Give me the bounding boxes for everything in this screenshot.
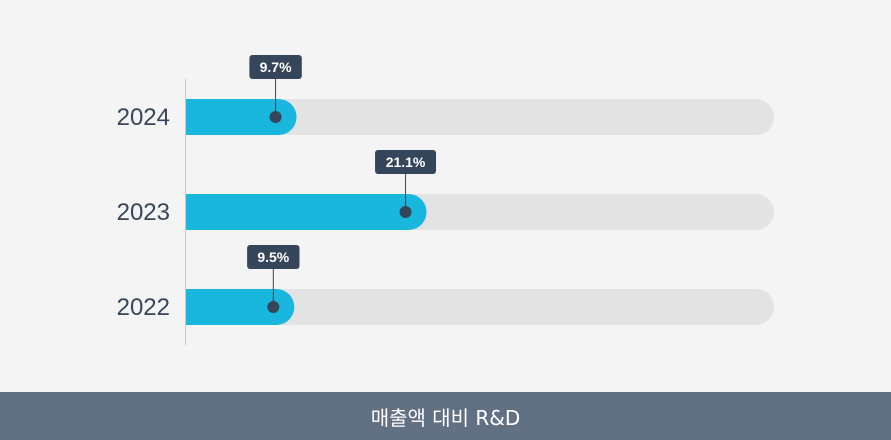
data-label: 9.5% bbox=[257, 249, 289, 265]
value-marker bbox=[267, 301, 280, 313]
bar bbox=[186, 289, 295, 325]
bar bbox=[186, 194, 427, 230]
category-label: 2022 bbox=[117, 294, 170, 321]
data-label: 9.7% bbox=[260, 59, 292, 75]
bar-chart: 2024 9.7% 2023 21.1% 2022 9.5% bbox=[117, 55, 774, 345]
bar bbox=[186, 99, 297, 135]
chart-caption-bar: 매출액 대비 R&D bbox=[0, 392, 891, 440]
category-label: 2023 bbox=[117, 199, 170, 226]
bar-track bbox=[186, 99, 774, 135]
value-marker bbox=[399, 206, 412, 218]
value-marker bbox=[269, 111, 282, 123]
data-label: 21.1% bbox=[386, 154, 426, 170]
data-label-box bbox=[375, 150, 437, 174]
category-label: 2024 bbox=[117, 104, 170, 131]
data-label-box bbox=[247, 245, 300, 269]
chart-caption: 매출액 대비 R&D bbox=[370, 405, 521, 430]
bar-track bbox=[186, 289, 774, 325]
data-label-box bbox=[249, 55, 302, 79]
